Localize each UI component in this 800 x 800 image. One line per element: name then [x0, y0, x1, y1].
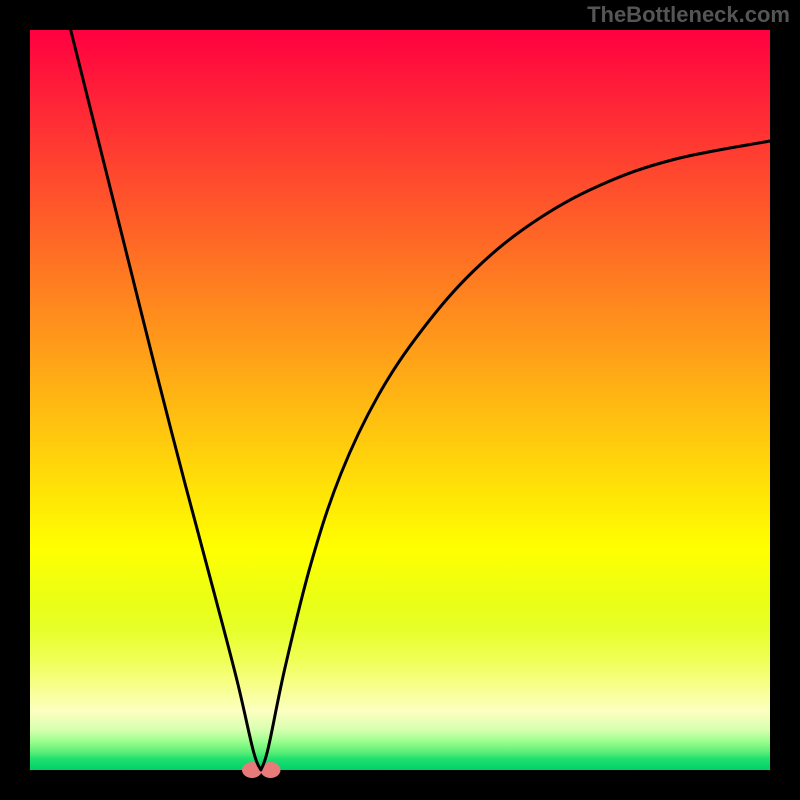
bottleneck-curve-plot [0, 0, 800, 800]
chart-container: TheBottleneck.com [0, 0, 800, 800]
gradient-background [30, 30, 770, 770]
watermark-text: TheBottleneck.com [587, 2, 790, 28]
